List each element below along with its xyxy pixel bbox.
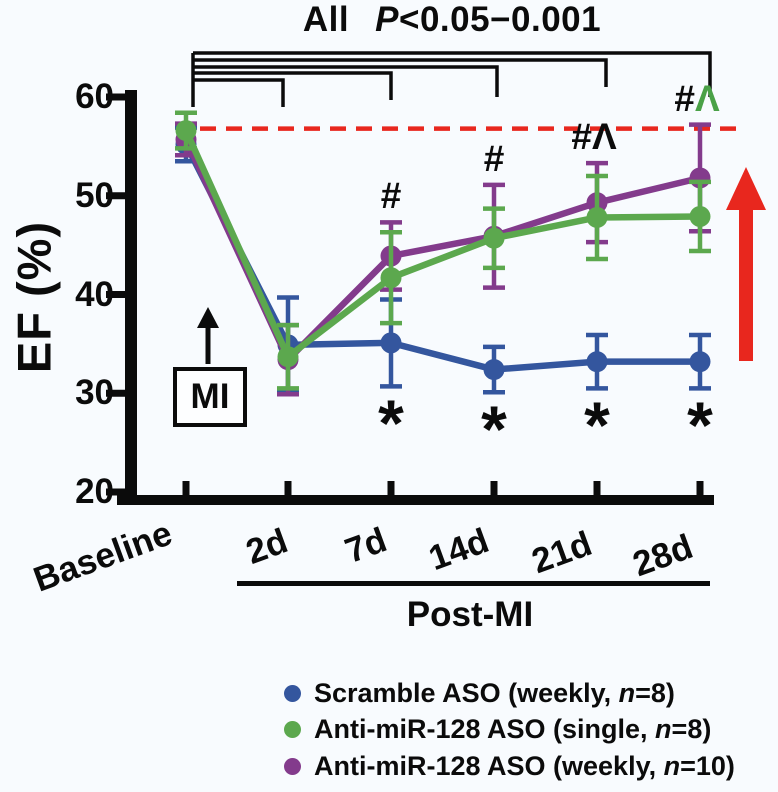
significance-star-7d: * <box>378 386 404 461</box>
significance-hash-28d: #Λ <box>674 80 719 117</box>
significance-hash-21d: #Λ <box>571 118 616 155</box>
significance-title-range: <0.05−0.001 <box>399 0 602 39</box>
hash-marker: # <box>571 116 592 158</box>
significance-bracket <box>193 78 285 107</box>
x-axis-tick <box>284 481 292 496</box>
hash-marker: # <box>483 137 505 179</box>
legend-text: =8) <box>671 714 712 744</box>
significance-title-p: P <box>375 0 399 39</box>
legend-dot-scramble <box>284 685 301 702</box>
mi-arrow-head <box>197 307 219 328</box>
mi-box-label: MI <box>190 377 230 416</box>
legend-text: Scramble ASO (weekly, <box>314 678 619 708</box>
legend-label-antimir-single: Anti-miR-128 ASO (single, n=8) <box>314 714 711 745</box>
legend-dot-antimir-weekly <box>284 758 301 775</box>
y-tick-label-20: 20 <box>75 472 114 511</box>
data-point <box>380 332 402 354</box>
significance-star-14d: * <box>481 392 507 467</box>
legend-text: Anti-miR-128 ASO (weekly, <box>314 751 664 781</box>
y-axis-tick <box>106 93 125 101</box>
post-mi-label: Post-MI <box>406 595 534 634</box>
data-point <box>380 267 402 289</box>
data-point <box>483 227 505 249</box>
significance-bracket <box>193 65 499 97</box>
y-axis-line <box>125 90 137 505</box>
significance-bracket <box>193 58 608 87</box>
legend-text: Anti-miR-128 ASO (single, <box>314 714 656 744</box>
x-axis-tick <box>696 481 704 496</box>
series-line <box>183 138 701 363</box>
data-point <box>689 205 711 227</box>
y-tick-label-30: 30 <box>75 373 114 412</box>
y-axis-tick <box>106 488 125 496</box>
data-point <box>277 346 299 368</box>
y-tick-label-60: 60 <box>75 77 114 116</box>
post-mi-underline <box>237 581 710 586</box>
legend-item-antimir-weekly: Anti-miR-128 ASO (weekly, n=10) <box>284 751 735 782</box>
x-axis-tick <box>387 481 395 496</box>
significance-hash-7d: # <box>381 177 402 214</box>
y-tick-label-50: 50 <box>75 176 114 215</box>
y-axis-tick <box>106 389 125 397</box>
legend-text: =8) <box>635 678 675 708</box>
significance-hash-14d: # <box>484 140 505 177</box>
legend-item-scramble: Scramble ASO (weekly, n=8) <box>284 678 675 709</box>
x-axis-line <box>117 495 714 505</box>
significance-title: All P<0.05−0.001 <box>152 0 752 40</box>
data-point <box>689 351 711 373</box>
hash-marker: # <box>380 175 402 217</box>
legend-dot-antimir-single <box>284 721 301 738</box>
data-point <box>586 206 608 228</box>
legend-text: =10) <box>680 751 735 781</box>
y-tick-label-40: 40 <box>75 275 114 314</box>
caret-marker: Λ <box>694 77 720 119</box>
legend-label-scramble: Scramble ASO (weekly, n=8) <box>314 678 675 709</box>
significance-bracket <box>193 71 393 100</box>
significance-title-all: All <box>302 0 350 39</box>
legend-label-antimir-weekly: Anti-miR-128 ASO (weekly, n=10) <box>314 751 735 782</box>
x-axis-tick <box>593 481 601 496</box>
mi-box: MI <box>173 367 247 427</box>
significance-bracket <box>193 51 712 97</box>
x-axis-tick <box>490 481 498 496</box>
red-up-arrow <box>726 167 766 361</box>
caret-marker: Λ <box>591 116 617 158</box>
y-axis-tick <box>106 291 125 298</box>
data-point <box>586 351 608 373</box>
legend-n-italic: n <box>618 678 636 708</box>
series-line <box>183 129 701 360</box>
legend-item-antimir-single: Anti-miR-128 ASO (single, n=8) <box>284 714 711 745</box>
y-axis-tick <box>106 192 125 200</box>
hash-marker: # <box>674 77 695 119</box>
legend-n-italic: n <box>655 714 672 744</box>
data-point <box>175 120 197 142</box>
significance-star-21d: * <box>584 388 610 463</box>
legend-n-italic: n <box>663 751 681 781</box>
data-point <box>483 359 505 381</box>
x-axis-tick <box>182 481 190 496</box>
significance-star-28d: * <box>687 388 713 463</box>
